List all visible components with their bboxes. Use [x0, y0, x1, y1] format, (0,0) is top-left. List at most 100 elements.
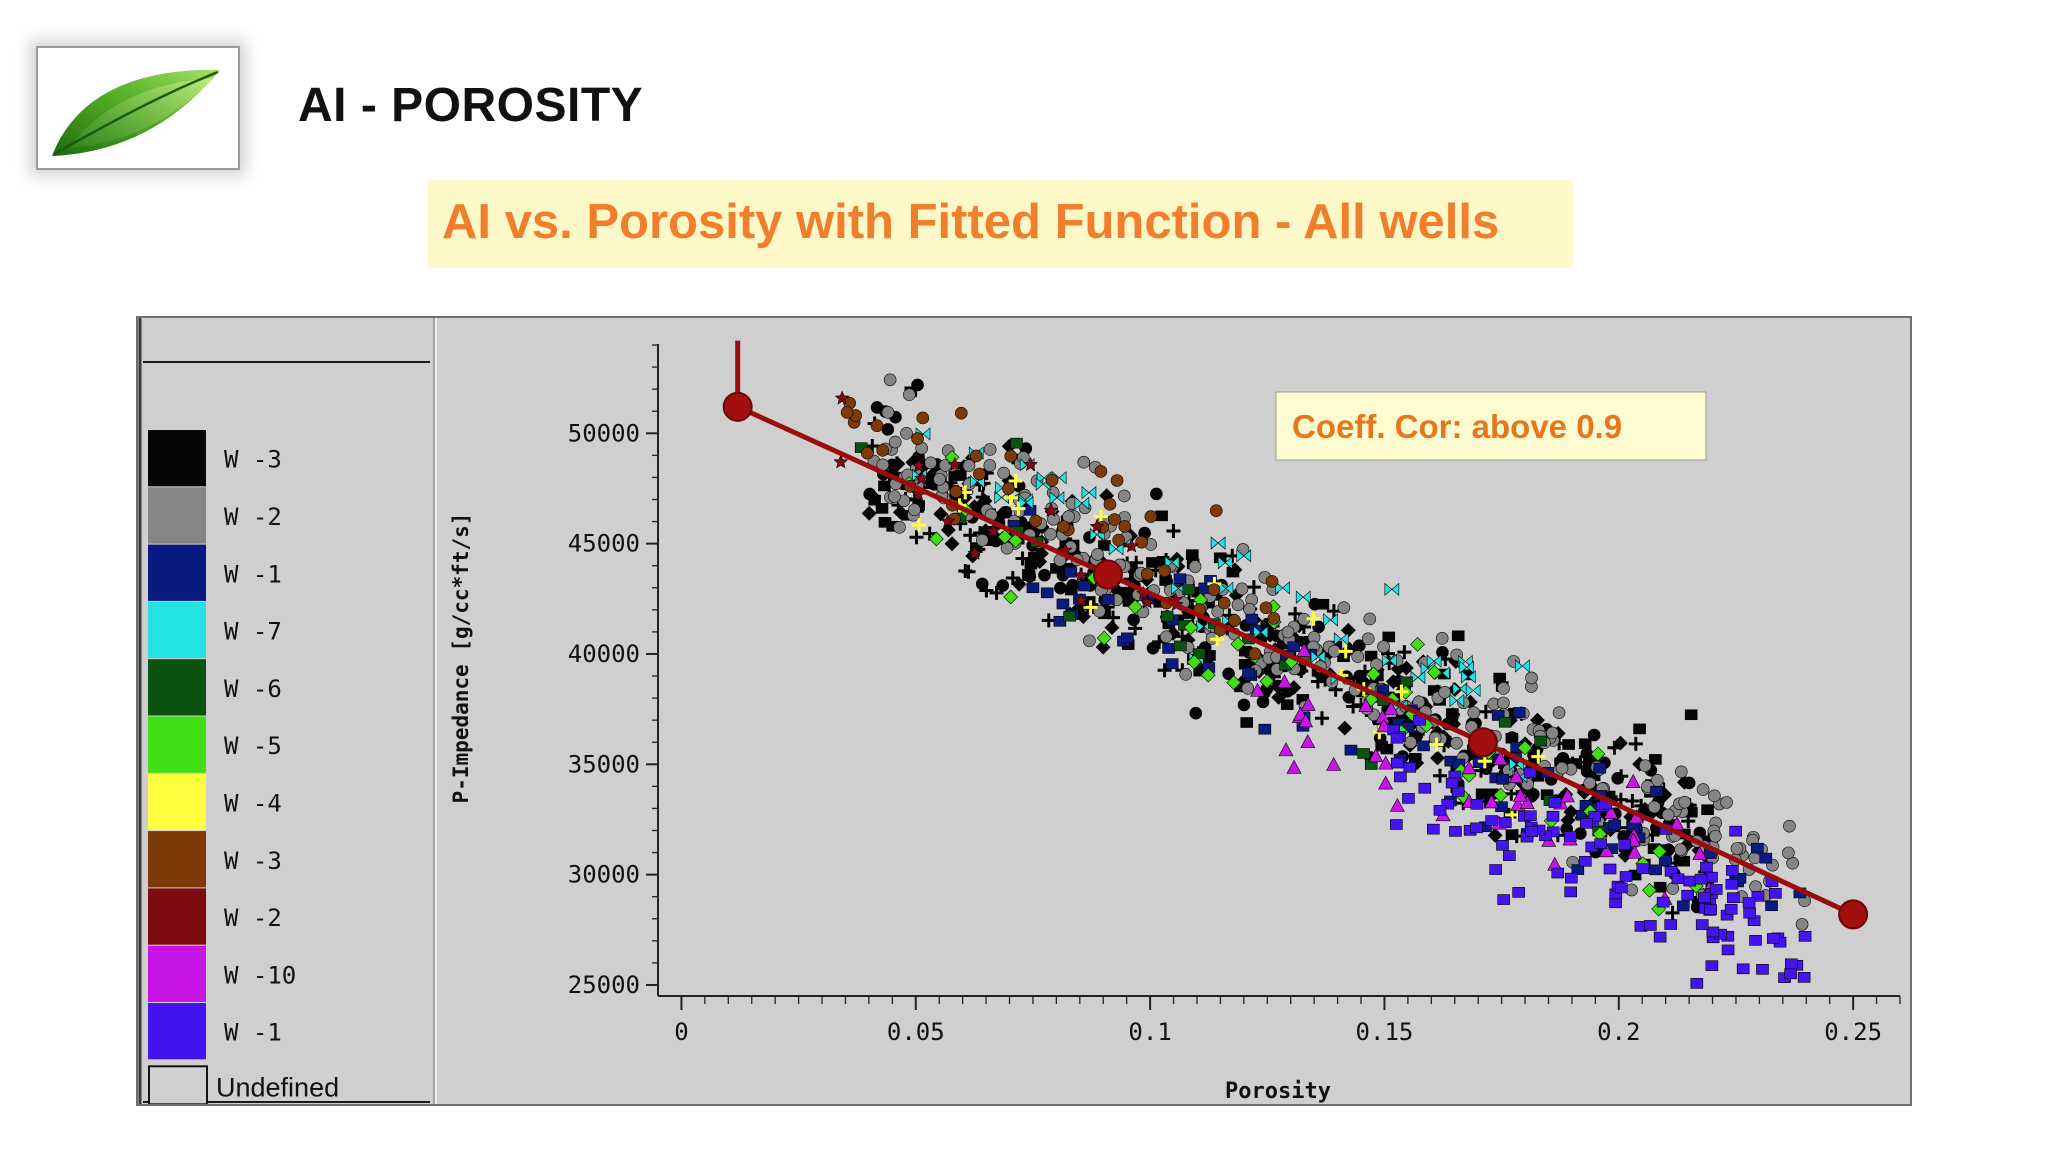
data-point	[1236, 549, 1252, 563]
data-point	[1023, 569, 1037, 583]
data-point	[1709, 829, 1722, 843]
data-point	[1587, 728, 1601, 742]
data-point	[1664, 919, 1677, 930]
data-point	[1701, 804, 1714, 816]
data-point	[1509, 757, 1524, 771]
data-point	[1696, 783, 1710, 796]
data-point	[1769, 888, 1782, 899]
data-point	[1211, 605, 1225, 618]
legend-label: W -4	[224, 789, 282, 817]
data-point	[1043, 502, 1059, 517]
data-point	[1609, 897, 1622, 909]
data-point	[1666, 882, 1680, 895]
data-point	[888, 435, 902, 449]
data-point	[1110, 474, 1124, 487]
data-point	[1797, 972, 1811, 983]
data-point	[1720, 796, 1733, 809]
data-point	[1363, 612, 1377, 626]
data-point	[878, 517, 892, 528]
data-point	[1300, 696, 1316, 711]
data-point	[1742, 897, 1756, 908]
data-point	[1217, 596, 1231, 610]
chart-subtitle: AI vs. Porosity with Fitted Function - A…	[442, 195, 1500, 249]
data-point	[1357, 748, 1370, 759]
data-point	[1497, 894, 1510, 905]
data-point	[861, 446, 874, 460]
data-point	[1045, 474, 1059, 487]
data-point	[933, 472, 946, 486]
data-point	[1404, 736, 1417, 749]
data-point	[1250, 682, 1266, 697]
data-point	[1546, 810, 1560, 822]
data-point	[1298, 713, 1314, 728]
data-point	[1709, 884, 1723, 895]
data-point	[1011, 576, 1027, 592]
data-point	[1608, 819, 1622, 831]
data-point	[1010, 437, 1023, 449]
data-point	[911, 378, 924, 392]
data-point	[1523, 767, 1537, 779]
data-point	[1166, 524, 1181, 539]
data-point	[1185, 549, 1199, 560]
fit-node	[1092, 559, 1123, 590]
data-point	[1182, 584, 1196, 596]
data-point	[1091, 548, 1104, 561]
data-point	[1642, 882, 1657, 898]
data-point	[1782, 846, 1795, 860]
data-point	[1521, 777, 1534, 791]
data-point	[969, 449, 983, 463]
data-point	[1649, 754, 1662, 765]
data-point	[1183, 620, 1199, 635]
data-point	[1073, 567, 1089, 582]
data-point	[1619, 871, 1633, 882]
data-point	[1074, 496, 1090, 510]
data-point	[1326, 756, 1342, 771]
data-point	[1063, 610, 1077, 622]
data-point	[1519, 795, 1535, 809]
data-point	[1108, 513, 1121, 526]
scatter-chart: W -3 W -2 W -1 W -7 W -6 W -5 W -4 W -3 W -2 W -1…	[138, 318, 1901, 1104]
data-point	[1698, 892, 1711, 904]
data-point	[1228, 614, 1241, 627]
data-point	[1461, 760, 1477, 775]
data-point	[1449, 693, 1465, 708]
data-point	[1287, 641, 1301, 653]
data-point	[1565, 872, 1578, 884]
data-point	[1625, 794, 1640, 809]
legend-swatch	[148, 659, 206, 716]
data-point	[1598, 843, 1614, 858]
data-point	[1124, 538, 1139, 553]
data-point	[1210, 536, 1226, 550]
data-point	[1564, 886, 1577, 898]
data-point	[1295, 590, 1311, 604]
y-tick-label: 35000	[568, 750, 640, 778]
data-point	[1310, 650, 1326, 664]
data-point	[1603, 863, 1617, 875]
data-point	[1101, 594, 1115, 605]
data-point	[1450, 736, 1463, 750]
green-leaf-icon	[52, 69, 220, 156]
data-point	[973, 467, 986, 481]
coefficient-annotation: Coeff. Cor: above 0.9	[1292, 408, 1622, 445]
y-tick-label: 25000	[568, 971, 640, 999]
data-point	[1118, 586, 1132, 598]
data-point	[1594, 838, 1607, 850]
data-point	[1783, 819, 1796, 833]
data-point	[1661, 808, 1675, 822]
x-tick-label: 0.25	[1824, 1018, 1882, 1046]
data-point	[1008, 474, 1023, 489]
data-point	[1000, 541, 1014, 555]
data-point	[908, 503, 921, 517]
data-point	[1512, 788, 1528, 802]
data-point	[1706, 926, 1720, 938]
data-point	[1240, 717, 1254, 728]
data-point	[1300, 734, 1316, 749]
data-point	[893, 521, 906, 534]
data-point	[1173, 573, 1187, 585]
legend-label: W -6	[224, 675, 282, 703]
data-point	[1158, 564, 1171, 578]
data-point	[1798, 930, 1812, 942]
data-point	[996, 579, 1010, 592]
data-point	[1004, 449, 1018, 463]
data-point	[1226, 566, 1240, 578]
